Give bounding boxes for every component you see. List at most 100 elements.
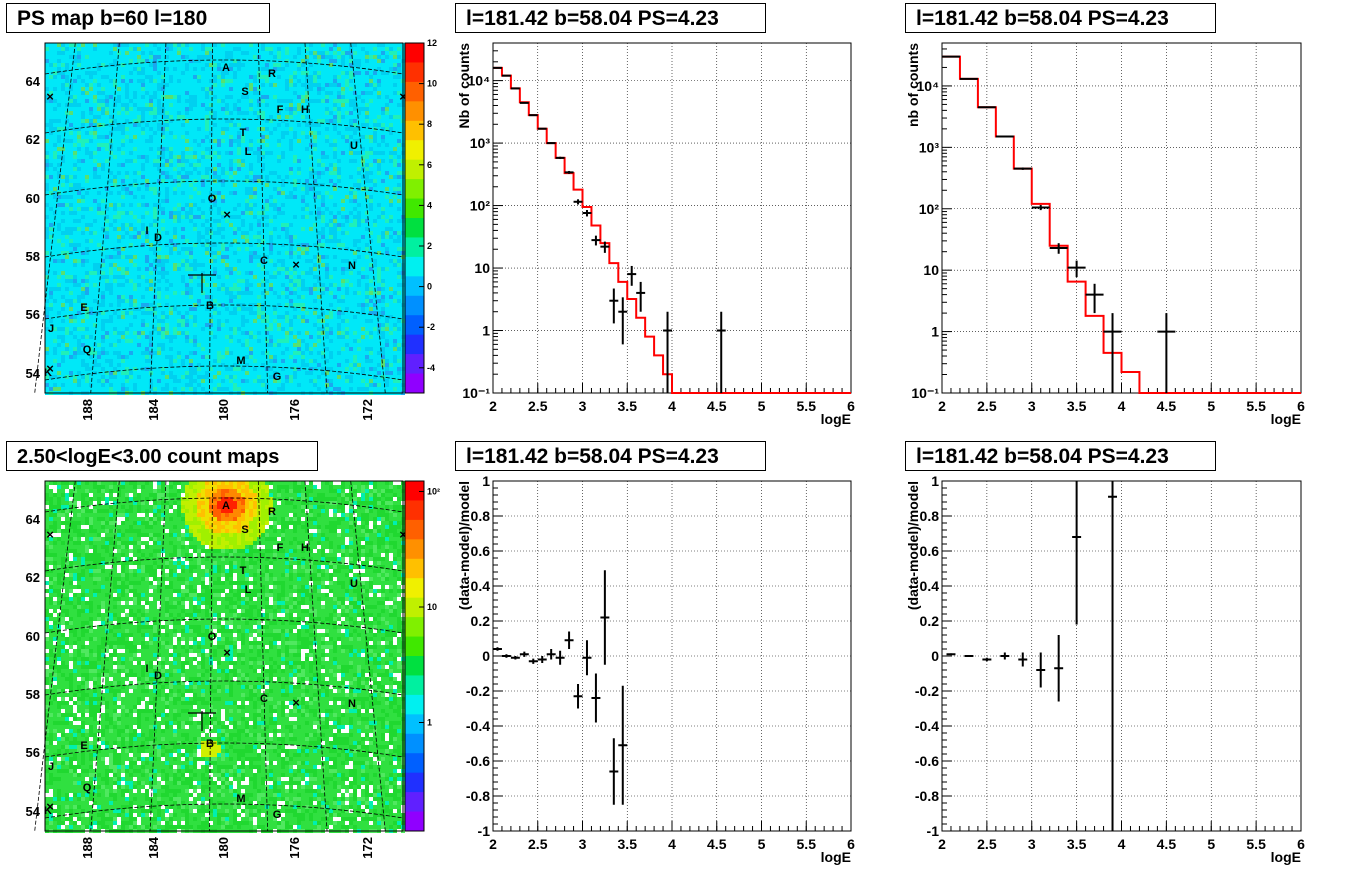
map-pixel: [57, 115, 61, 119]
map-pixel: [109, 135, 113, 139]
map-pixel: [277, 123, 281, 127]
map-pixel: [317, 191, 321, 195]
map-pixel: [257, 127, 261, 131]
map-pixel: [249, 219, 253, 223]
map-pixel: [217, 183, 221, 187]
map-pixel: [101, 95, 105, 99]
map-pixel: [77, 179, 81, 183]
map-pixel: [325, 171, 329, 175]
map-pixel: [301, 179, 305, 183]
map-pixel: [121, 215, 125, 219]
map-pixel: [133, 127, 137, 131]
map-pixel: [129, 55, 133, 59]
map-pixel: [253, 159, 257, 163]
map-pixel: [169, 199, 173, 203]
map-pixel: [161, 143, 165, 147]
map-pixel: [125, 143, 129, 147]
map-pixel: [181, 111, 185, 115]
map-pixel: [353, 175, 357, 179]
map-pixel: [313, 51, 317, 55]
map-pixel: [257, 111, 261, 115]
map-pixel: [321, 159, 325, 163]
map-pixel: [233, 59, 237, 63]
map-pixel: [241, 159, 245, 163]
map-pixel: [365, 187, 369, 191]
map-pixel: [169, 155, 173, 159]
map-pixel: [165, 203, 169, 207]
map-pixel: [189, 195, 193, 199]
map-pixel: [289, 127, 293, 131]
map-pixel: [165, 127, 169, 131]
map-pixel: [249, 167, 253, 171]
map-pixel: [117, 119, 121, 123]
map-pixel: [269, 91, 273, 95]
map-pixel: [81, 59, 85, 63]
map-pixel: [113, 43, 117, 47]
map-pixel: [329, 195, 333, 199]
map-pixel: [125, 155, 129, 159]
map-pixel: [49, 95, 53, 99]
map-pixel: [237, 147, 241, 151]
map-pixel: [89, 55, 93, 59]
map-pixel: [257, 147, 261, 151]
map-pixel: [189, 199, 193, 203]
map-pixel: [305, 95, 309, 99]
map-pixel: [353, 99, 357, 103]
map-pixel: [69, 183, 73, 187]
map-pixel: [105, 63, 109, 67]
map-pixel: [193, 135, 197, 139]
map-pixel: [153, 167, 157, 171]
map-pixel: [345, 215, 349, 219]
map-pixel: [77, 183, 81, 187]
map-pixel: [389, 99, 393, 103]
map-pixel: [137, 119, 141, 123]
map-pixel: [181, 151, 185, 155]
map-pixel: [257, 223, 261, 227]
map-pixel: [261, 159, 265, 163]
map-pixel: [237, 55, 241, 59]
map-pixel: [369, 99, 373, 103]
map-pixel: [73, 171, 77, 175]
map-pixel: [133, 51, 137, 55]
map-pixel: [389, 75, 393, 79]
map-pixel: [369, 103, 373, 107]
map-pixel: [65, 231, 69, 235]
map-pixel: [221, 59, 225, 63]
map-pixel: [273, 179, 277, 183]
map-pixel: [365, 139, 369, 143]
map-pixel: [349, 147, 353, 151]
map-pixel: [261, 155, 265, 159]
map-pixel: [65, 99, 69, 103]
map-pixel: [197, 63, 201, 67]
map-pixel: [321, 59, 325, 63]
map-pixel: [261, 103, 265, 107]
map-pixel: [113, 107, 117, 111]
map-pixel: [373, 115, 377, 119]
map-pixel: [269, 99, 273, 103]
map-pixel: [145, 155, 149, 159]
map-pixel: [305, 107, 309, 111]
y-tick-label: 10³: [470, 135, 491, 151]
map-pixel: [253, 167, 257, 171]
map-pixel: [261, 55, 265, 59]
map-pixel: [77, 43, 81, 47]
map-pixel: [377, 115, 381, 119]
map-pixel: [309, 171, 313, 175]
map-pixel: [289, 75, 293, 79]
map-pixel: [377, 119, 381, 123]
map-pixel: [377, 67, 381, 71]
map-pixel: [133, 67, 137, 71]
map-pixel: [297, 143, 301, 147]
map-pixel: [173, 75, 177, 79]
map-pixel: [325, 187, 329, 191]
map-pixel: [237, 99, 241, 103]
map-pixel: [353, 143, 357, 147]
map-pixel: [197, 167, 201, 171]
map-pixel: [249, 135, 253, 139]
map-pixel: [213, 87, 217, 91]
map-pixel: [317, 219, 321, 223]
map-pixel: [161, 55, 165, 59]
map-pixel: [221, 43, 225, 47]
map-pixel: [265, 227, 269, 231]
map-pixel: [169, 99, 173, 103]
